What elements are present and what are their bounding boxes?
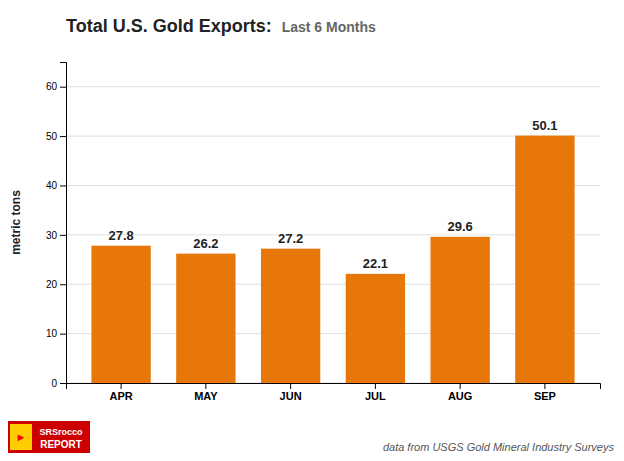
y-tick-mark bbox=[60, 185, 66, 186]
data-label: 27.2 bbox=[278, 231, 303, 246]
chart-svg: Total U.S. Gold Exports: Last 6 Months 0 10… bbox=[0, 0, 624, 461]
y-tick-label: 30 bbox=[46, 230, 58, 241]
data-label: 29.6 bbox=[447, 219, 472, 234]
data-labels: 27.8 26.2 27.2 22.1 29.6 50.1 bbox=[108, 118, 557, 271]
bar bbox=[430, 237, 489, 383]
logo-icon bbox=[10, 424, 32, 450]
y-tick: 60 bbox=[46, 81, 66, 92]
logo: ► SRSrocco REPORT bbox=[8, 421, 90, 453]
bar bbox=[346, 274, 405, 383]
x-tick: MAY bbox=[194, 383, 218, 402]
y-tick-mark bbox=[60, 334, 66, 335]
y-axis: 0 10 20 30 40 50 60 bbox=[46, 63, 67, 389]
annotations: data from USGS Gold Mineral Industry Sur… bbox=[8, 421, 614, 453]
x-tick-label: SEP bbox=[534, 390, 556, 402]
x-tick-label: AUG bbox=[448, 390, 472, 402]
y-tick: 30 bbox=[46, 230, 66, 241]
grid bbox=[66, 87, 600, 383]
bar bbox=[176, 254, 235, 383]
x-tick-label: MAY bbox=[194, 390, 218, 402]
logo-symbol: ► bbox=[16, 431, 27, 443]
bar bbox=[91, 246, 150, 383]
y-tick-mark bbox=[60, 235, 66, 236]
y-tick-label: 60 bbox=[46, 81, 58, 92]
x-tick-mark bbox=[121, 383, 122, 389]
y-tick-label: 40 bbox=[46, 180, 58, 191]
y-tick: 0 bbox=[51, 378, 66, 389]
x-tick-mark bbox=[544, 383, 545, 389]
y-tick-mark bbox=[60, 87, 66, 88]
title: Total U.S. Gold Exports: bbox=[66, 16, 272, 36]
data-label: 27.8 bbox=[108, 228, 133, 243]
plot-area: 0 10 20 30 40 50 60 APR MAY JUN JUL AUG SEP metric to… bbox=[9, 63, 601, 402]
y-tick-mark bbox=[60, 136, 66, 137]
y-tick: 50 bbox=[46, 131, 66, 142]
title-group: Total U.S. Gold Exports: Last 6 Months bbox=[66, 16, 376, 36]
logo-text: SRSrocco bbox=[39, 427, 83, 437]
x-tick: AUG bbox=[448, 383, 472, 402]
y-tick: 10 bbox=[46, 328, 66, 339]
data-label: 50.1 bbox=[532, 118, 557, 133]
x-tick-mark bbox=[205, 383, 206, 389]
x-tick-label: JUL bbox=[365, 390, 386, 402]
x-tick-mark bbox=[460, 383, 461, 389]
x-axis-line bbox=[67, 384, 601, 390]
x-tick-label: APR bbox=[109, 390, 132, 402]
y-tick-label: 20 bbox=[46, 279, 58, 290]
y-tick-label: 10 bbox=[46, 328, 58, 339]
y-tick-label: 50 bbox=[46, 131, 58, 142]
x-tick: JUN bbox=[280, 383, 302, 402]
y-tick: 20 bbox=[46, 279, 66, 290]
logo-background bbox=[8, 421, 90, 453]
data-label: 26.2 bbox=[193, 236, 218, 251]
x-tick-mark bbox=[290, 383, 291, 389]
y-tick-mark bbox=[60, 383, 66, 384]
x-tick-label: JUN bbox=[280, 390, 302, 402]
bars bbox=[91, 136, 574, 383]
y-tick-label: 0 bbox=[51, 378, 57, 389]
x-tick: APR bbox=[109, 383, 132, 402]
chart-container: Total U.S. Gold Exports: Last 6 Months 0 10… bbox=[0, 0, 624, 461]
subtitle: Last 6 Months bbox=[282, 19, 376, 35]
data-label: 22.1 bbox=[363, 256, 388, 271]
bar bbox=[515, 136, 574, 383]
y-tick: 40 bbox=[46, 180, 66, 191]
grid-line bbox=[66, 86, 600, 87]
y-tick-mark bbox=[60, 284, 66, 285]
bar bbox=[261, 249, 320, 383]
y-axis-line bbox=[60, 63, 67, 384]
x-tick: JUL bbox=[365, 383, 386, 402]
x-tick: SEP bbox=[534, 383, 556, 402]
logo-text: REPORT bbox=[40, 439, 82, 450]
x-tick-mark bbox=[375, 383, 376, 389]
y-axis-title: metric tons bbox=[9, 190, 23, 255]
x-axis: APR MAY JUN JUL AUG SEP bbox=[67, 383, 601, 402]
footer: data from USGS Gold Mineral Industry Sur… bbox=[383, 441, 615, 453]
